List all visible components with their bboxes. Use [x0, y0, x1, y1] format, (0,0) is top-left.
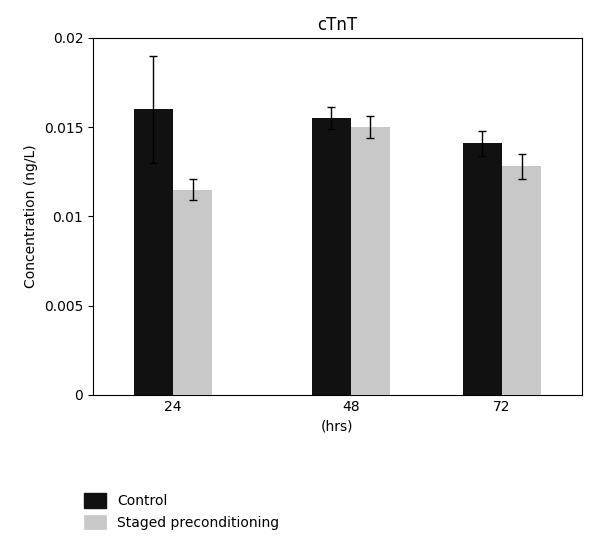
- Bar: [351, 127, 390, 395]
- Bar: [312, 118, 351, 395]
- Bar: [463, 143, 502, 395]
- Y-axis label: Concentration (ng/L): Concentration (ng/L): [24, 144, 38, 288]
- Bar: [502, 167, 541, 395]
- X-axis label: (hrs): (hrs): [321, 419, 354, 433]
- Bar: [134, 109, 173, 395]
- Title: cTnT: cTnT: [317, 16, 358, 34]
- Legend: Control, Staged preconditioning: Control, Staged preconditioning: [78, 488, 284, 536]
- Bar: [173, 189, 212, 395]
